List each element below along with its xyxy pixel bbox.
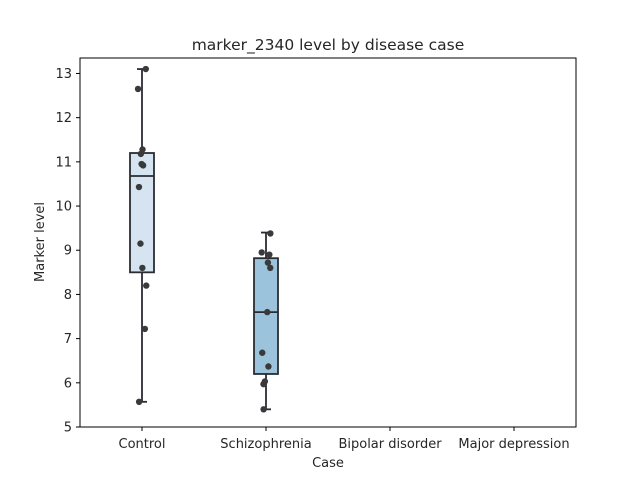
data-point xyxy=(134,85,142,93)
plot-area xyxy=(129,65,279,413)
data-point xyxy=(141,325,149,333)
data-point xyxy=(137,150,145,158)
data-point xyxy=(266,251,273,258)
data-point xyxy=(259,349,266,356)
x-tick-label: Major depression xyxy=(458,437,569,452)
data-point xyxy=(264,259,272,266)
data-point xyxy=(258,249,265,256)
y-tick-label: 7 xyxy=(64,332,72,347)
data-point xyxy=(139,264,146,272)
y-tick-label: 10 xyxy=(55,200,72,215)
y-tick-label: 6 xyxy=(64,376,72,391)
data-point xyxy=(139,162,147,169)
x-axis-title: Case xyxy=(312,456,344,471)
points-group xyxy=(258,230,274,413)
y-axis: 5 6 7 8 9 10 11 12 13 xyxy=(55,67,80,436)
x-tick-label: Control xyxy=(119,437,166,452)
points-group xyxy=(134,65,150,406)
box-group xyxy=(129,68,155,403)
y-tick-label: 11 xyxy=(55,155,72,170)
data-point xyxy=(143,282,150,289)
data-point xyxy=(137,240,144,247)
x-axis: Control Schizophrenia Bipolar disorder Majo… xyxy=(119,427,570,452)
data-point xyxy=(260,380,267,388)
data-point xyxy=(267,230,274,237)
y-tick-label: 8 xyxy=(64,288,72,303)
y-tick-label: 9 xyxy=(64,244,72,259)
data-point xyxy=(264,308,271,316)
data-point xyxy=(267,264,274,272)
y-axis-title: Marker level xyxy=(33,202,48,282)
y-tick-label: 5 xyxy=(64,421,72,436)
plot-frame xyxy=(79,57,577,428)
chart-title: marker_2340 level by disease case xyxy=(192,36,465,55)
box-iqr xyxy=(129,152,155,274)
x-tick-label: Schizophrenia xyxy=(220,437,311,452)
data-point xyxy=(135,183,143,191)
y-tick-label: 13 xyxy=(55,67,72,82)
data-point xyxy=(260,406,267,413)
data-point xyxy=(265,363,272,370)
x-tick-label: Bipolar disorder xyxy=(338,437,442,452)
y-tick-label: 12 xyxy=(55,111,72,126)
data-point xyxy=(135,398,143,406)
data-point xyxy=(142,65,149,73)
box-iqr xyxy=(253,257,279,375)
